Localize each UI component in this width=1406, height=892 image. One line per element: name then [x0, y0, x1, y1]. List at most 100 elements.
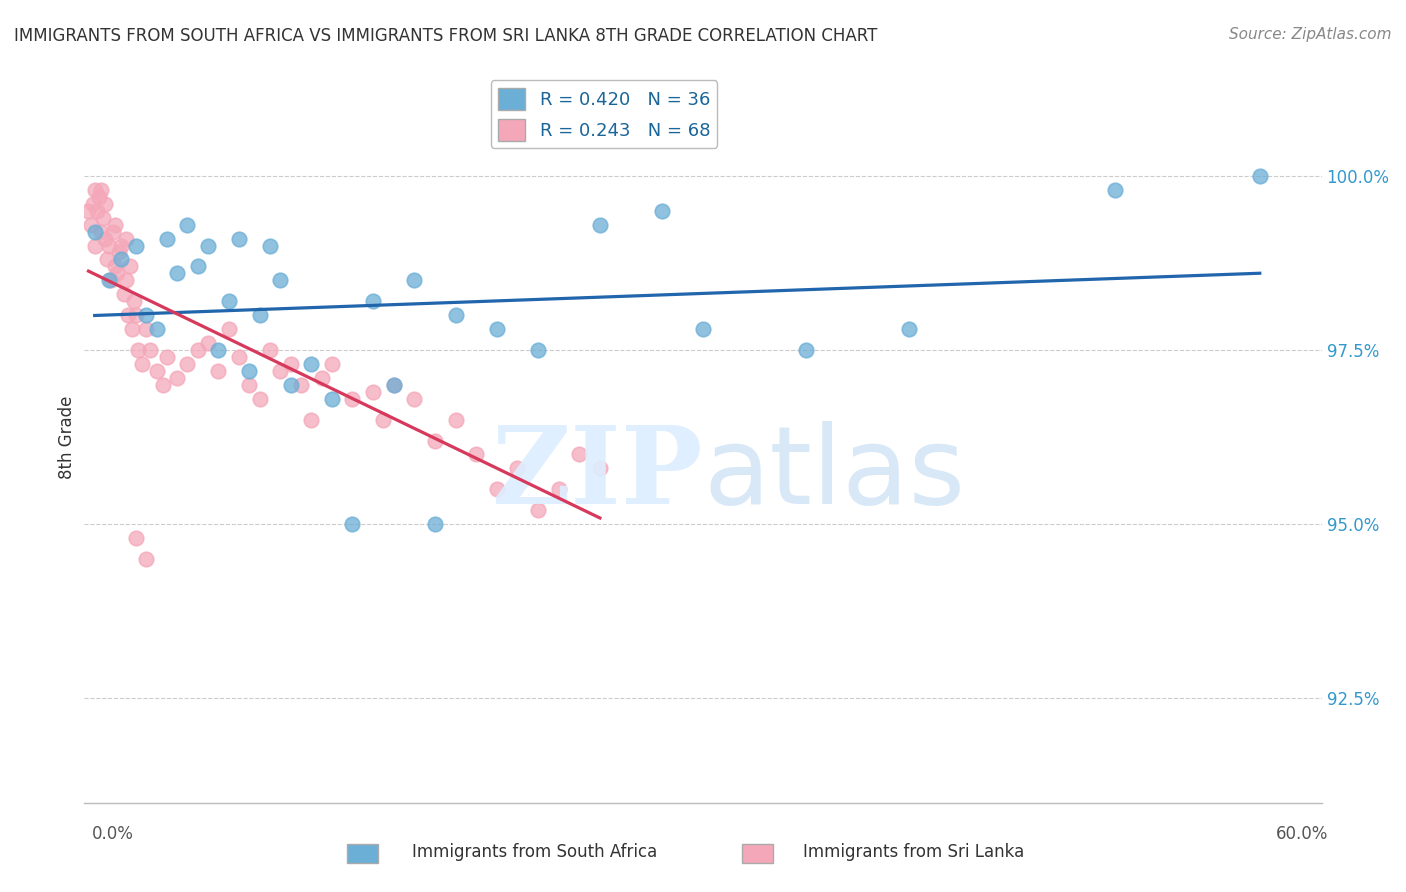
Point — [96, 252, 118, 267]
Point — [156, 231, 179, 245]
Point — [110, 238, 132, 252]
Point — [1249, 169, 1271, 183]
Point — [105, 266, 128, 280]
Point — [100, 273, 122, 287]
Point — [103, 225, 125, 239]
Point — [114, 231, 136, 245]
Point — [444, 308, 467, 322]
Point — [187, 343, 209, 357]
Point — [131, 357, 153, 371]
Point — [382, 377, 405, 392]
Point — [506, 461, 529, 475]
Point — [82, 196, 104, 211]
Point — [311, 371, 333, 385]
Point — [117, 308, 139, 322]
Point — [152, 377, 174, 392]
Point — [121, 322, 143, 336]
Point — [404, 392, 426, 406]
Point — [404, 273, 426, 287]
Point — [465, 448, 488, 462]
Text: atlas: atlas — [703, 421, 965, 526]
Point — [527, 503, 550, 517]
Text: Source: ZipAtlas.com: Source: ZipAtlas.com — [1229, 27, 1392, 42]
Point — [166, 371, 188, 385]
Point — [485, 483, 508, 497]
Point — [547, 483, 569, 497]
Point — [589, 218, 612, 232]
Point — [122, 294, 145, 309]
Point — [94, 231, 117, 245]
Point — [98, 273, 121, 287]
Point — [118, 260, 141, 274]
Point — [299, 412, 322, 426]
Point — [156, 350, 179, 364]
Point — [218, 294, 240, 309]
Text: ZIP: ZIP — [492, 421, 703, 526]
Point — [86, 203, 108, 218]
Point — [83, 225, 105, 239]
Point — [342, 517, 364, 532]
Point — [382, 377, 405, 392]
Point — [373, 412, 395, 426]
Legend: R = 0.420   N = 36, R = 0.243   N = 68: R = 0.420 N = 36, R = 0.243 N = 68 — [491, 80, 717, 148]
Point — [145, 364, 167, 378]
Point — [794, 343, 817, 357]
Point — [104, 218, 127, 232]
Point — [114, 273, 136, 287]
Text: Immigrants from South Africa: Immigrants from South Africa — [412, 843, 657, 861]
Point — [139, 343, 162, 357]
Point — [444, 412, 467, 426]
Point — [259, 238, 281, 252]
Point — [135, 552, 157, 566]
Point — [176, 357, 198, 371]
Point — [228, 350, 250, 364]
Point — [321, 392, 343, 406]
Point — [589, 461, 612, 475]
Point — [423, 434, 446, 448]
Point — [692, 322, 714, 336]
Point — [166, 266, 188, 280]
Point — [280, 357, 302, 371]
Point — [423, 517, 446, 532]
Point — [94, 196, 117, 211]
Point — [898, 322, 921, 336]
Point — [87, 190, 110, 204]
Point — [90, 183, 112, 197]
Point — [361, 384, 384, 399]
Point — [321, 357, 343, 371]
Text: Immigrants from Sri Lanka: Immigrants from Sri Lanka — [803, 843, 1025, 861]
Point — [361, 294, 384, 309]
Point — [187, 260, 209, 274]
Point — [280, 377, 302, 392]
Point — [127, 343, 149, 357]
Point — [249, 392, 271, 406]
Text: IMMIGRANTS FROM SOUTH AFRICA VS IMMIGRANTS FROM SRI LANKA 8TH GRADE CORRELATION : IMMIGRANTS FROM SOUTH AFRICA VS IMMIGRAN… — [14, 27, 877, 45]
Point — [197, 336, 219, 351]
Point — [135, 322, 157, 336]
Point — [112, 287, 135, 301]
Y-axis label: 8th Grade: 8th Grade — [58, 395, 76, 479]
Point — [145, 322, 167, 336]
Point — [83, 183, 105, 197]
Point — [568, 448, 591, 462]
Point — [197, 238, 219, 252]
Point — [228, 231, 250, 245]
Text: 60.0%: 60.0% — [1277, 825, 1329, 843]
Point — [651, 203, 673, 218]
Point — [110, 252, 132, 267]
Point — [290, 377, 312, 392]
Point — [249, 308, 271, 322]
Point — [83, 238, 105, 252]
Point — [125, 531, 148, 545]
Point — [238, 377, 260, 392]
Point — [77, 203, 100, 218]
Point — [342, 392, 364, 406]
Point — [98, 238, 121, 252]
Point — [1104, 183, 1126, 197]
Text: 0.0%: 0.0% — [91, 825, 134, 843]
Point — [79, 218, 101, 232]
Point — [485, 322, 508, 336]
Point — [108, 245, 131, 260]
Point — [91, 211, 114, 225]
Point — [176, 218, 198, 232]
